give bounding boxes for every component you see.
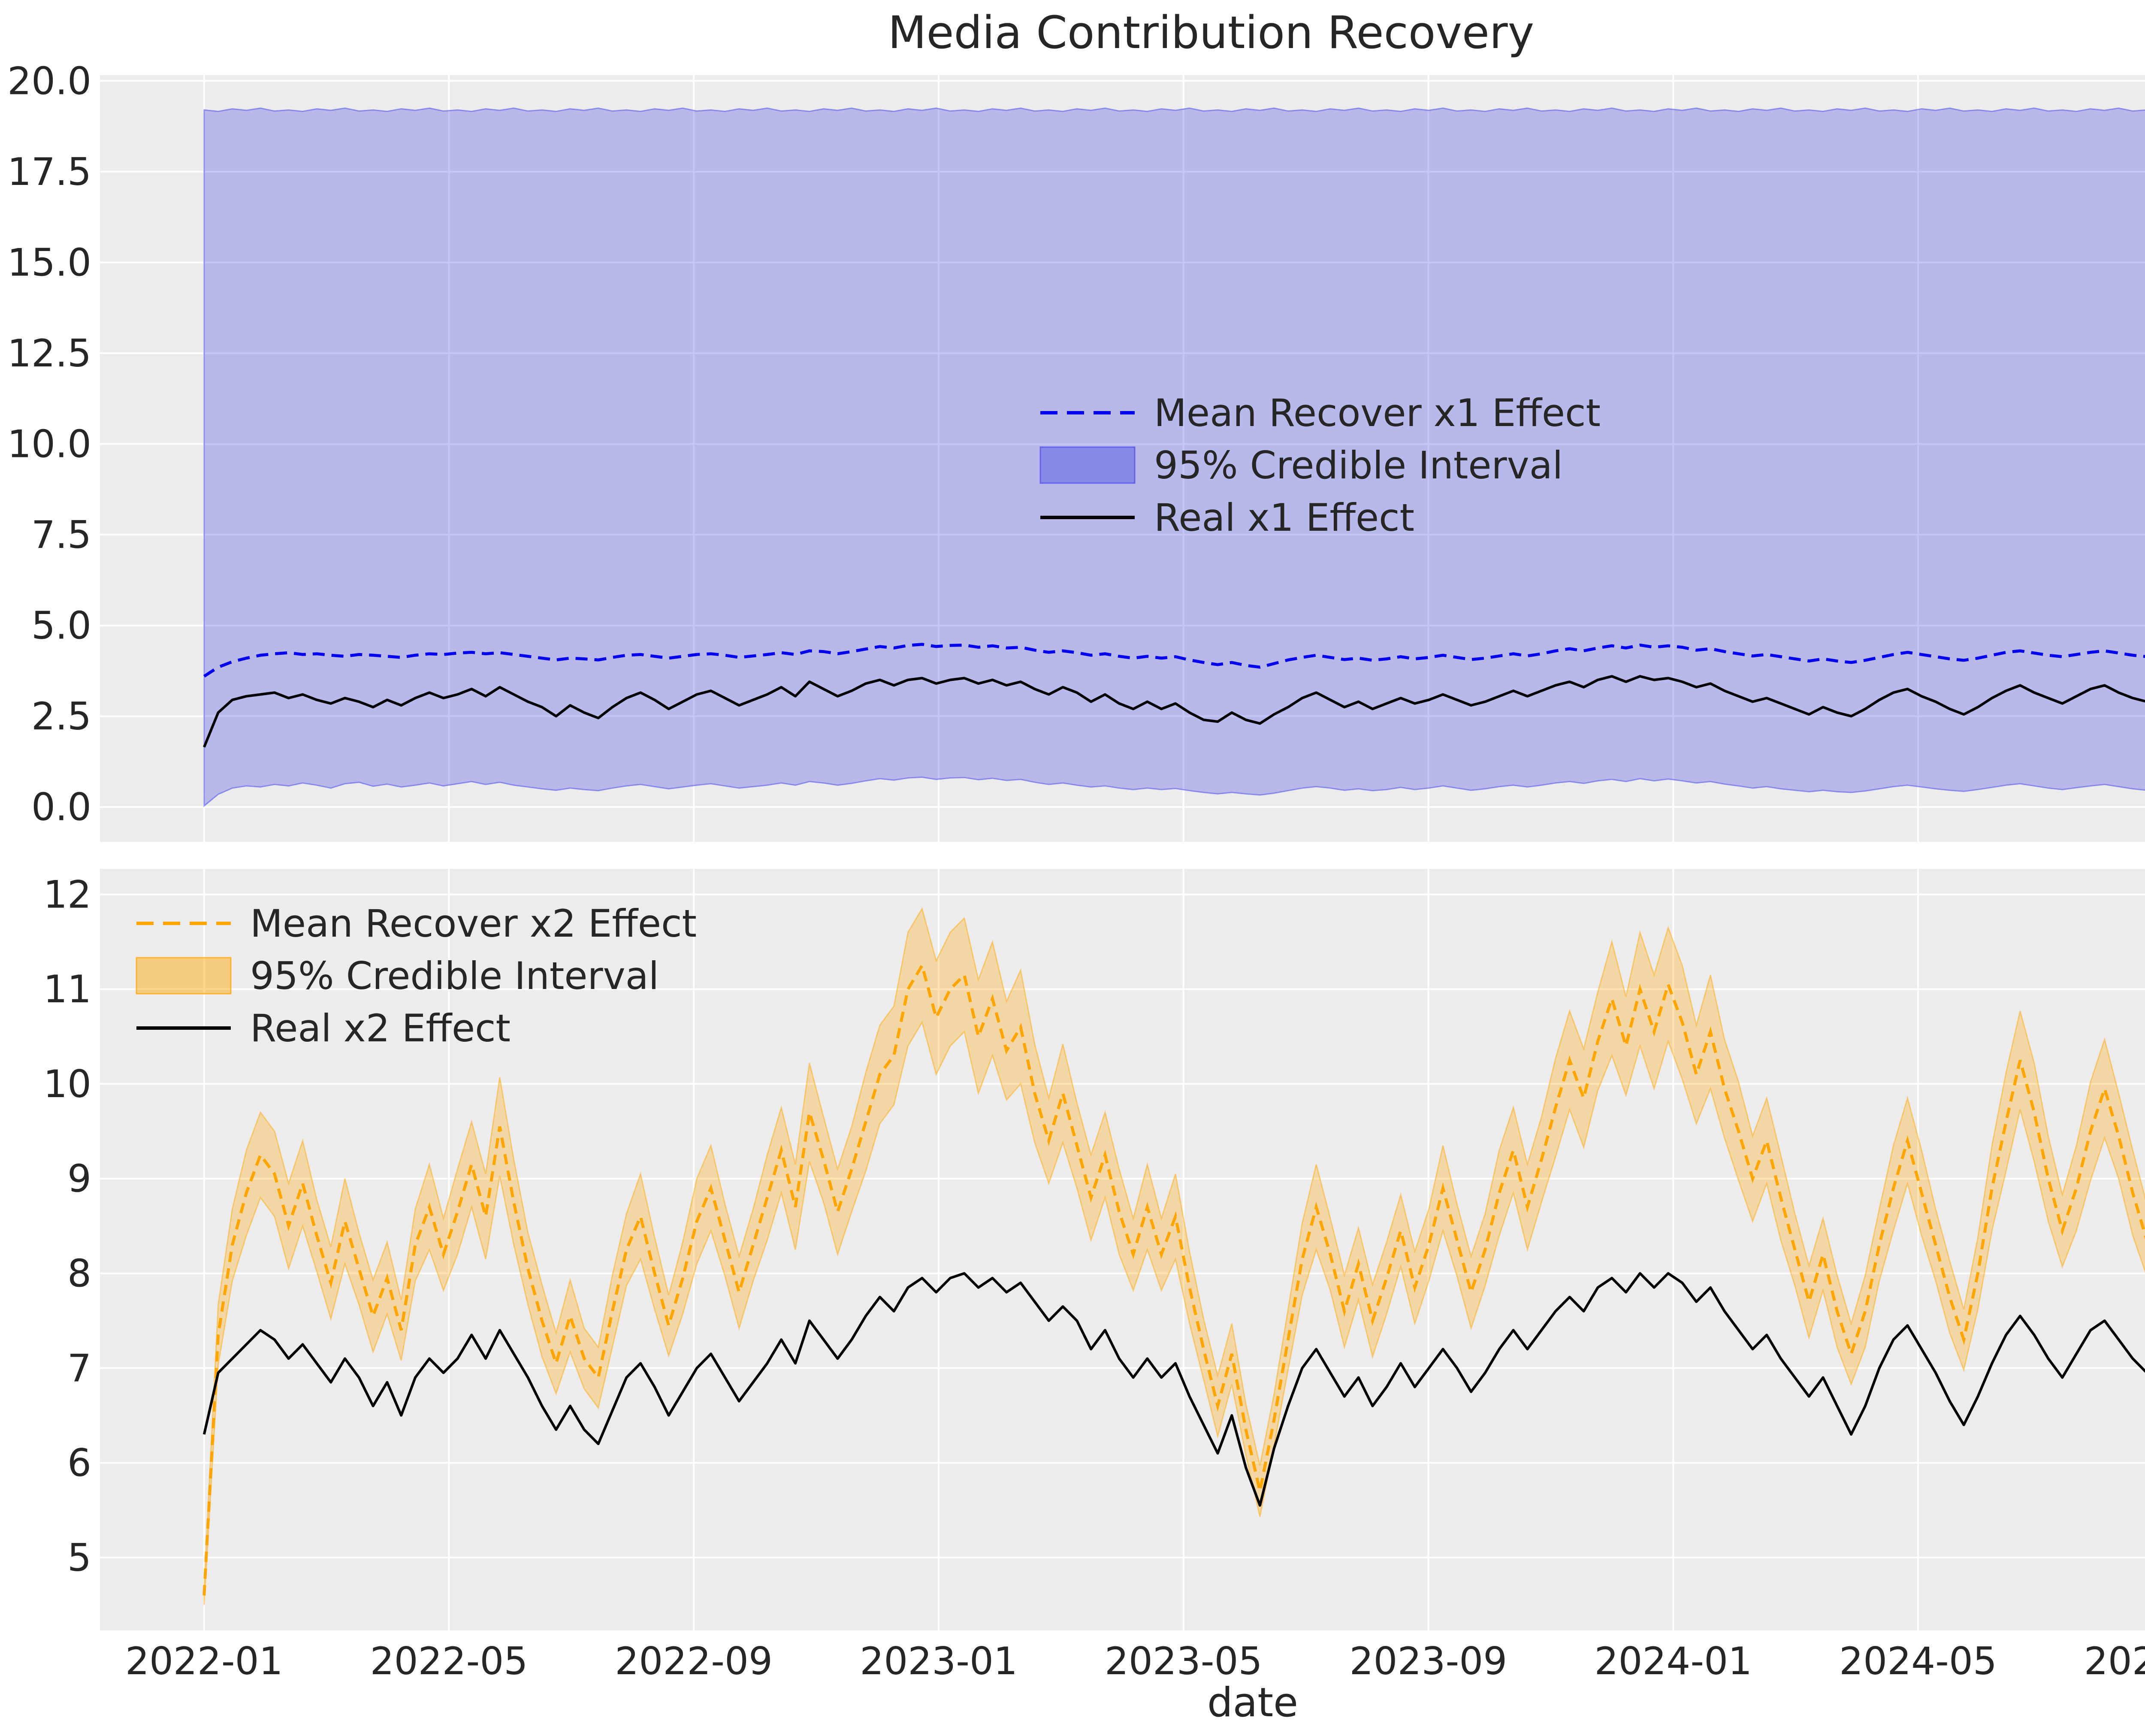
bottom-axes-background (100, 869, 2145, 1630)
y-tick-label: 9 (67, 1157, 91, 1201)
top-plot-series (203, 107, 2145, 808)
y-tick-label: 0.0 (31, 785, 91, 829)
y-tick-label: 10 (43, 1062, 91, 1106)
legend-item-label: 95% Credible Interval (1154, 443, 1563, 487)
chart-title: Media Contribution Recovery (888, 6, 1534, 59)
y-tick-label: 10.0 (7, 422, 91, 466)
x2-real-effect-line (202, 1272, 2145, 1507)
top-legend: Mean Recover x1 Effect 95% Credible Inter… (1039, 391, 1601, 540)
top-gridlines (100, 75, 2145, 842)
x-tick-label: 2023-05 (1105, 1639, 1263, 1683)
x1-credible-interval-band (203, 107, 2145, 808)
bottom-gridlines (100, 869, 2145, 1630)
x-tick-label: 2024-09 (2084, 1639, 2145, 1683)
bottom-y-tick-labels: 5 6 7 8 9 10 11 12 (43, 872, 91, 1579)
legend-item-label: Mean Recover x1 Effect (1154, 391, 1601, 435)
top-axes-background (100, 75, 2145, 842)
x-tick-label: 2022-09 (615, 1639, 773, 1683)
legend-item-label: Real x2 Effect (250, 1006, 511, 1050)
y-tick-label: 6 (67, 1441, 91, 1485)
y-tick-label: 2.5 (31, 694, 91, 738)
x-tick-label: 2022-05 (370, 1639, 528, 1683)
y-tick-label: 5.0 (31, 604, 91, 648)
x2-mean-recover-line (202, 962, 2145, 1596)
bottom-legend: Mean Recover x2 Effect 95% Credible Inter… (136, 901, 697, 1050)
legend-item-label: 95% Credible Interval (250, 954, 659, 998)
y-tick-label: 8 (67, 1252, 91, 1296)
x-tick-label: 2022-01 (125, 1639, 283, 1683)
legend-item-label: Mean Recover x2 Effect (250, 901, 697, 946)
y-tick-label: 7.5 (31, 513, 91, 557)
x-tick-label: 2023-09 (1350, 1639, 1508, 1683)
y-tick-label: 12.5 (7, 331, 91, 375)
y-tick-label: 17.5 (7, 150, 91, 194)
y-tick-label: 5 (67, 1536, 91, 1580)
x-tick-labels: 2022-01 2022-05 2022-09 2023-01 2023-05 2023-… (125, 1639, 2145, 1683)
legend-patch-sample (1039, 446, 1136, 484)
x1-mean-recover-line (203, 643, 2145, 678)
y-tick-label: 15.0 (7, 240, 91, 284)
x-tick-label: 2024-01 (1594, 1639, 1752, 1683)
y-tick-label: 7 (67, 1346, 91, 1390)
legend-item-label: Real x1 Effect (1154, 496, 1414, 540)
legend-patch-sample (136, 957, 232, 995)
y-tick-label: 11 (43, 967, 91, 1011)
x1-real-effect-line (203, 675, 2145, 748)
x2-credible-interval-band (203, 907, 2145, 1605)
bottom-plot-series (202, 907, 2145, 1605)
top-y-tick-labels: 0.0 2.5 5.0 7.5 10.0 12.5 15.0 17.5 20.0 (7, 59, 91, 829)
x-tick-label: 2023-01 (860, 1639, 1018, 1683)
y-tick-label: 20.0 (7, 59, 91, 103)
x-tick-label: 2024-05 (1839, 1639, 1997, 1683)
x-axis-label: date (1207, 1679, 1298, 1726)
y-tick-label: 12 (43, 872, 91, 916)
